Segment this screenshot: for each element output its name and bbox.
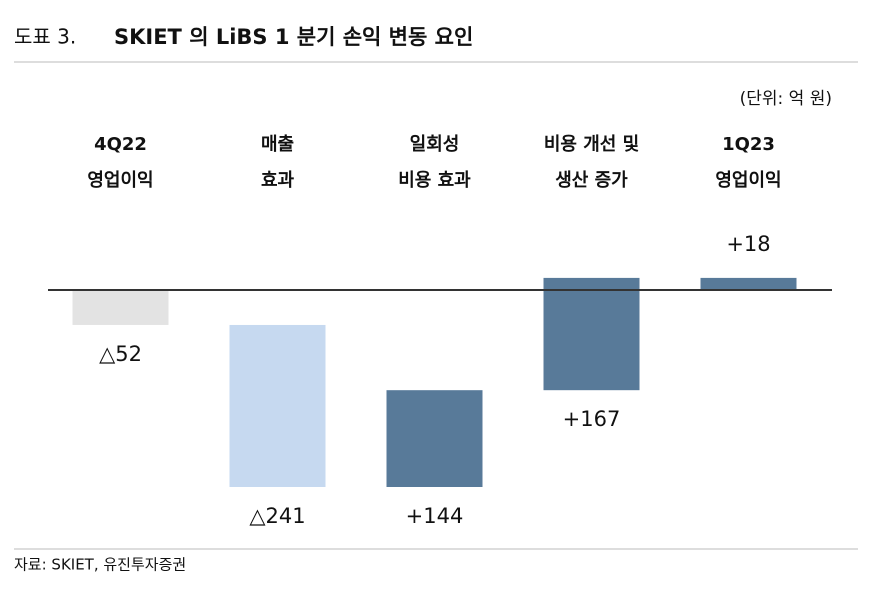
- value-label: +18: [726, 232, 770, 256]
- bar: [700, 277, 797, 290]
- value-label: +144: [406, 504, 464, 528]
- category-label: 영업이익: [715, 170, 781, 191]
- category-label: 일회성: [410, 134, 460, 155]
- category-label: 비용 개선 및: [544, 134, 639, 155]
- value-label: △241: [249, 504, 305, 528]
- category-label: 4Q22: [94, 134, 147, 155]
- bar: [386, 390, 483, 487]
- bar: [72, 290, 169, 325]
- value-label: △52: [99, 342, 142, 366]
- category-label: 매출: [261, 134, 294, 155]
- category-label: 1Q23: [722, 134, 775, 155]
- category-label: 영업이익: [87, 170, 153, 191]
- category-label: 비용 효과: [398, 170, 471, 191]
- source: 자료: SKIET, 유진투자증권: [14, 556, 186, 574]
- category-label: 생산 증가: [555, 170, 628, 191]
- unit-label: (단위: 억 원): [740, 89, 832, 109]
- category-label: 효과: [261, 170, 295, 191]
- bar: [229, 324, 326, 487]
- figure-number: 도표 3.: [14, 25, 76, 49]
- value-label: +167: [563, 407, 621, 431]
- chart-title: SKIET 의 LiBS 1 분기 손익 변동 요인: [114, 25, 473, 49]
- bar: [543, 277, 640, 391]
